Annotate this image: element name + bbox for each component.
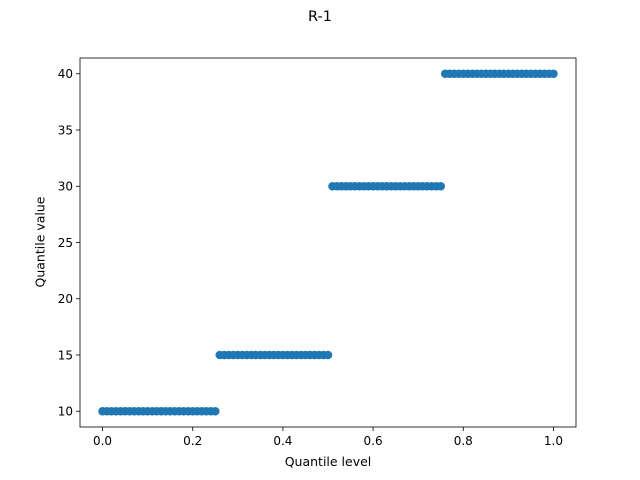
x-ticks-layer: 0.0 0.2 0.4 0.6 0.8 1.0 [93, 427, 563, 448]
x-tick-label: 0.6 [364, 434, 383, 448]
y-ticks-layer: 10 15 20 25 30 35 40 [58, 67, 80, 419]
y-tick-label: 20 [58, 292, 73, 306]
x-tick-label: 0.4 [273, 434, 292, 448]
y-axis-label: Quantile value [32, 196, 48, 288]
y-tick-label: 10 [58, 405, 73, 419]
data-point [549, 69, 558, 79]
y-tick-label: 15 [58, 348, 73, 362]
y-tick-label: 25 [58, 236, 73, 250]
data-point [210, 406, 220, 416]
x-tick-label: 1.0 [544, 434, 563, 448]
data-point [436, 181, 446, 191]
x-tick-label: 0.8 [454, 434, 473, 448]
y-tick-label: 35 [58, 123, 73, 137]
points-layer [98, 69, 558, 416]
y-tick-label: 30 [58, 180, 73, 194]
x-tick-label: 0.0 [93, 434, 112, 448]
chart-title: R-1 [308, 9, 332, 25]
y-tick-label: 40 [58, 67, 73, 81]
x-tick-label: 0.2 [183, 434, 202, 448]
data-point [323, 350, 333, 360]
x-axis-label: Quantile level [284, 454, 372, 469]
axes-frame [79, 57, 577, 428]
